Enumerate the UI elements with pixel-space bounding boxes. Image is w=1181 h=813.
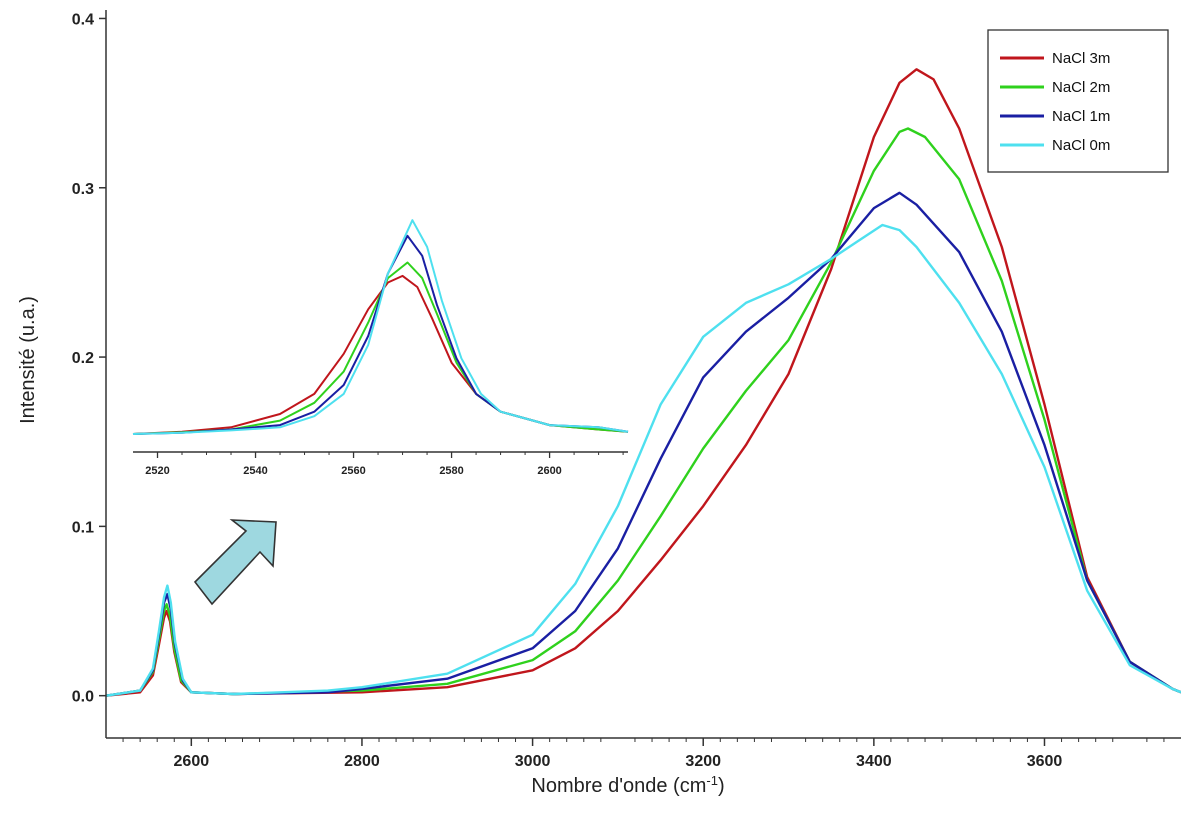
main-series-line-2 — [105, 191, 1181, 697]
inset-x-tick-label: 2540 — [243, 465, 267, 477]
y-tick-label: 0.4 — [72, 11, 94, 28]
x-axis-title-suffix: ) — [718, 775, 725, 797]
inset-series-line-2 — [132, 234, 629, 435]
main-plot: 0.0 0.1 0.2 0.3 0.4 2600 2800 3000 3200 3400 3600 — [72, 10, 1181, 770]
inset-series-line-1 — [132, 261, 629, 435]
zoom-arrow-icon — [193, 519, 277, 606]
x-tick-label: 3200 — [685, 753, 721, 770]
y-tick-label: 0.1 — [72, 519, 94, 536]
legend-box — [987, 29, 1169, 173]
y-tick-label: 0.0 — [72, 689, 94, 706]
legend-label: NaCl 2m — [1052, 79, 1110, 96]
inset-x-tick-label: 2560 — [341, 465, 365, 477]
main-series-line-3 — [105, 223, 1181, 697]
inset-series-line-3 — [132, 219, 629, 435]
legend: NaCl 3m NaCl 2m NaCl 1m NaCl 0m — [987, 29, 1169, 173]
x-axis-title-unit-exponent: -1 — [706, 773, 718, 788]
x-tick-label: 2600 — [174, 753, 210, 770]
inset-x-tick-label: 2580 — [439, 465, 463, 477]
x-tick-label: 3400 — [856, 753, 892, 770]
main-series-line-0 — [105, 68, 1181, 697]
main-series-line-1 — [105, 127, 1181, 697]
inset-x-tick-label: 2520 — [145, 465, 169, 477]
x-axis-title-main: Nombre d'onde (cm — [531, 775, 706, 797]
x-axis-title: Nombre d'onde (cm-1) — [531, 773, 724, 797]
inset-x-tick-label: 2600 — [537, 465, 561, 477]
inset-plot: 2520 2540 2560 2580 2600 — [132, 219, 629, 477]
legend-label: NaCl 3m — [1052, 50, 1110, 67]
x-tick-label: 3000 — [515, 753, 551, 770]
legend-label: NaCl 0m — [1052, 137, 1110, 154]
y-tick-label: 0.3 — [72, 181, 94, 198]
x-tick-label: 3600 — [1027, 753, 1063, 770]
y-axis-title: Intensité (u.a.) — [17, 296, 39, 424]
x-tick-label: 2800 — [344, 753, 380, 770]
legend-label: NaCl 1m — [1052, 108, 1110, 125]
y-tick-label: 0.2 — [72, 350, 94, 367]
